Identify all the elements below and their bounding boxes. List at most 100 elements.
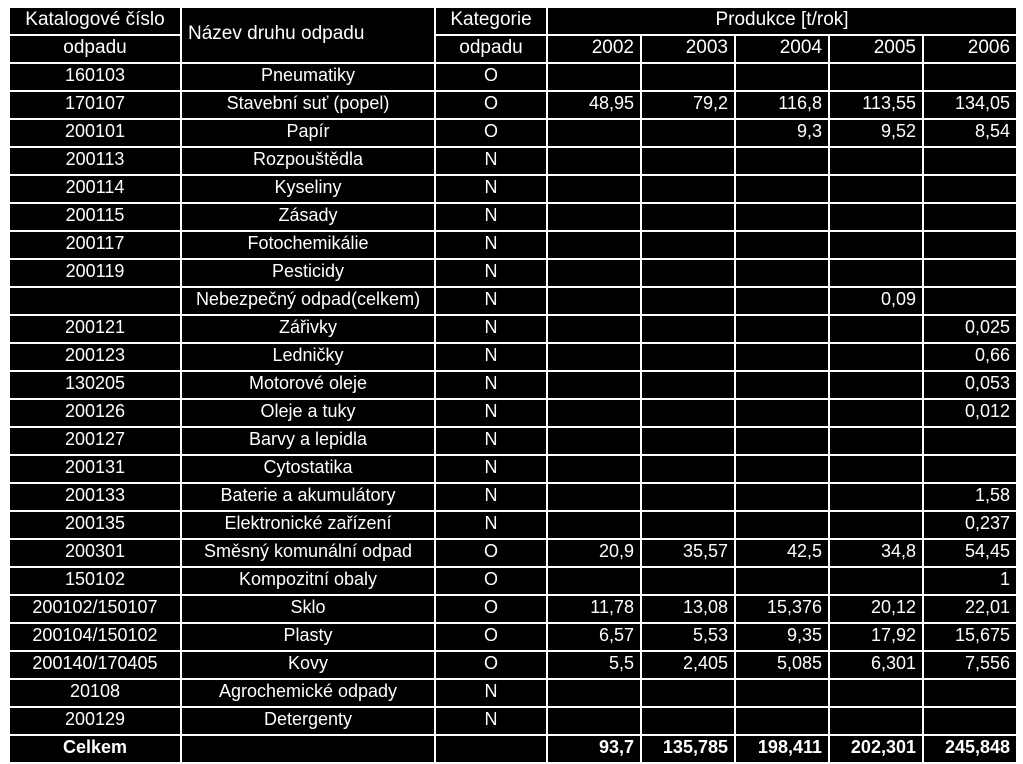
cell-2004 xyxy=(736,372,828,398)
total-2004: 198,411 xyxy=(736,736,828,762)
cell-2005 xyxy=(830,456,922,482)
cell-2002: 20,9 xyxy=(548,540,640,566)
cell-2005 xyxy=(830,400,922,426)
cell-name: Kyseliny xyxy=(182,176,434,202)
cell-2006: 8,54 xyxy=(924,120,1016,146)
cell-category: N xyxy=(436,428,546,454)
cell-2006: 0,012 xyxy=(924,400,1016,426)
cell-2005 xyxy=(830,708,922,734)
cell-2004 xyxy=(736,400,828,426)
cell-code: 200119 xyxy=(10,260,180,286)
cell-code: 150102 xyxy=(10,568,180,594)
cell-name: Baterie a akumulátory xyxy=(182,484,434,510)
cell-2004 xyxy=(736,708,828,734)
col-header-production: Produkce [t/rok] xyxy=(548,8,1016,34)
cell-2002 xyxy=(548,344,640,370)
cell-category: N xyxy=(436,148,546,174)
cell-2003 xyxy=(642,428,734,454)
cell-name: Stavební suť (popel) xyxy=(182,92,434,118)
cell-name: Rozpouštědla xyxy=(182,148,434,174)
cell-code: 200113 xyxy=(10,148,180,174)
cell-2004: 15,376 xyxy=(736,596,828,622)
cell-2006: 22,01 xyxy=(924,596,1016,622)
cell-2004 xyxy=(736,456,828,482)
cell-code: 200117 xyxy=(10,232,180,258)
cell-2005: 17,92 xyxy=(830,624,922,650)
cell-category: N xyxy=(436,708,546,734)
table-row: 200301Směsný komunální odpadO20,935,5742… xyxy=(10,540,1016,566)
cell-name: Kovy xyxy=(182,652,434,678)
table-row: 200102/150107SkloO11,7813,0815,37620,122… xyxy=(10,596,1016,622)
cell-2002: 11,78 xyxy=(548,596,640,622)
cell-2006 xyxy=(924,176,1016,202)
total-2002: 93,7 xyxy=(548,736,640,762)
cell-category: N xyxy=(436,484,546,510)
cell-2004 xyxy=(736,148,828,174)
table-row: 200104/150102PlastyO6,575,539,3517,9215,… xyxy=(10,624,1016,650)
cell-2006: 0,66 xyxy=(924,344,1016,370)
total-row: Celkem 93,7 135,785 198,411 202,301 245,… xyxy=(10,736,1016,762)
cell-2004 xyxy=(736,232,828,258)
cell-category: N xyxy=(436,372,546,398)
cell-category: O xyxy=(436,624,546,650)
table-row: 160103PneumatikyO xyxy=(10,64,1016,90)
cell-code: 200131 xyxy=(10,456,180,482)
cell-2003: 13,08 xyxy=(642,596,734,622)
cell-2006: 15,675 xyxy=(924,624,1016,650)
table-row: 200129DetergentyN xyxy=(10,708,1016,734)
cell-code: 200104/150102 xyxy=(10,624,180,650)
cell-2002 xyxy=(548,680,640,706)
cell-2005 xyxy=(830,64,922,90)
cell-2004 xyxy=(736,316,828,342)
col-header-code-top: Katalogové číslo xyxy=(10,8,180,34)
cell-2004: 116,8 xyxy=(736,92,828,118)
cell-2002 xyxy=(548,372,640,398)
cell-category: O xyxy=(436,540,546,566)
cell-category: N xyxy=(436,456,546,482)
cell-2006 xyxy=(924,428,1016,454)
cell-2004 xyxy=(736,344,828,370)
cell-2002 xyxy=(548,176,640,202)
table-row: 20108Agrochemické odpadyN xyxy=(10,680,1016,706)
table-row: 200101PapírO9,39,528,54 xyxy=(10,120,1016,146)
cell-2003 xyxy=(642,316,734,342)
cell-code: 160103 xyxy=(10,64,180,90)
table-row: 170107Stavební suť (popel)O48,9579,2116,… xyxy=(10,92,1016,118)
cell-2006 xyxy=(924,148,1016,174)
cell-2004 xyxy=(736,288,828,314)
total-2005: 202,301 xyxy=(830,736,922,762)
table-row: 200115ZásadyN xyxy=(10,204,1016,230)
total-label: Celkem xyxy=(10,736,180,762)
cell-2006 xyxy=(924,708,1016,734)
total-name-blank xyxy=(182,736,434,762)
cell-code: 200101 xyxy=(10,120,180,146)
cell-name: Motorové oleje xyxy=(182,372,434,398)
cell-category: O xyxy=(436,120,546,146)
cell-name: Směsný komunální odpad xyxy=(182,540,434,566)
cell-2006 xyxy=(924,288,1016,314)
col-header-year-2003: 2003 xyxy=(642,36,734,62)
cell-2003 xyxy=(642,372,734,398)
cell-2005: 6,301 xyxy=(830,652,922,678)
cell-2005 xyxy=(830,512,922,538)
cell-2006: 1 xyxy=(924,568,1016,594)
cell-2006: 54,45 xyxy=(924,540,1016,566)
cell-2003 xyxy=(642,120,734,146)
table-row: 200140/170405KovyO5,52,4055,0856,3017,55… xyxy=(10,652,1016,678)
cell-2006 xyxy=(924,204,1016,230)
cell-name: Ledničky xyxy=(182,344,434,370)
cell-category: O xyxy=(436,652,546,678)
total-2006: 245,848 xyxy=(924,736,1016,762)
cell-2005 xyxy=(830,372,922,398)
cell-category: N xyxy=(436,232,546,258)
table-row: 200114KyselinyN xyxy=(10,176,1016,202)
cell-2005 xyxy=(830,568,922,594)
col-header-year-2006: 2006 xyxy=(924,36,1016,62)
cell-2006: 1,58 xyxy=(924,484,1016,510)
cell-2004 xyxy=(736,176,828,202)
cell-2005 xyxy=(830,232,922,258)
data-table: Katalogové číslo Název druhu odpadu Kate… xyxy=(8,6,1018,764)
cell-name: Zásady xyxy=(182,204,434,230)
cell-2004 xyxy=(736,204,828,230)
cell-code: 200135 xyxy=(10,512,180,538)
